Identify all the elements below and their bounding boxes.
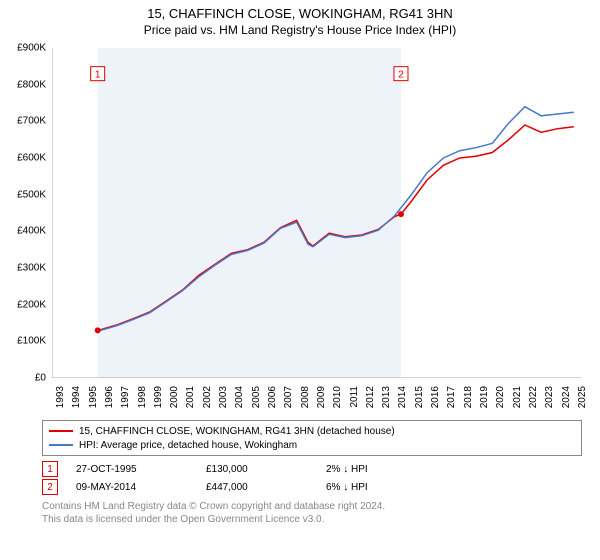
y-tick-label: £600K <box>17 153 46 164</box>
x-tick-label: 2022 <box>528 386 539 408</box>
x-tick-label: 1997 <box>120 386 131 408</box>
x-tick-label: 2024 <box>561 386 572 408</box>
x-tick-label: 2009 <box>316 386 327 408</box>
y-tick-label: £300K <box>17 263 46 274</box>
legend-item: 15, CHAFFINCH CLOSE, WOKINGHAM, RG41 3HN… <box>49 424 575 438</box>
y-tick-label: £100K <box>17 336 46 347</box>
legend: 15, CHAFFINCH CLOSE, WOKINGHAM, RG41 3HN… <box>42 420 582 456</box>
x-tick-label: 1998 <box>137 386 148 408</box>
x-tick-label: 2004 <box>234 386 245 408</box>
marker-badge: 1 <box>42 461 58 477</box>
y-tick-label: £200K <box>17 299 46 310</box>
x-tick-label: 2018 <box>463 386 474 408</box>
transaction-date: 27-OCT-1995 <box>76 464 206 475</box>
x-tick-label: 2002 <box>202 386 213 408</box>
transaction-row: 2 09-MAY-2014 £447,000 6% ↓ HPI <box>42 478 582 496</box>
x-tick-label: 2013 <box>381 386 392 408</box>
footer-line: Contains HM Land Registry data © Crown c… <box>42 500 582 513</box>
footer-line: This data is licensed under the Open Gov… <box>42 513 582 526</box>
x-tick-label: 2007 <box>283 386 294 408</box>
transaction-delta: 2% ↓ HPI <box>326 464 368 475</box>
y-tick-label: £800K <box>17 79 46 90</box>
chart-subtitle: Price paid vs. HM Land Registry's House … <box>0 23 600 37</box>
legend-swatch <box>49 430 73 432</box>
legend-swatch <box>49 444 73 446</box>
x-tick-label: 2016 <box>430 386 441 408</box>
y-tick-label: £0 <box>35 373 46 384</box>
x-tick-label: 2017 <box>446 386 457 408</box>
x-tick-label: 2011 <box>349 386 360 408</box>
title-block: 15, CHAFFINCH CLOSE, WOKINGHAM, RG41 3HN… <box>0 0 600 37</box>
legend-item: HPI: Average price, detached house, Woki… <box>49 438 575 452</box>
x-tick-label: 2010 <box>332 386 343 408</box>
x-tick-label: 2021 <box>512 386 523 408</box>
x-tick-label: 2003 <box>218 386 229 408</box>
x-tick-label: 1993 <box>55 386 66 408</box>
transaction-price: £447,000 <box>206 482 326 493</box>
legend-label: HPI: Average price, detached house, Woki… <box>79 440 297 451</box>
y-tick-label: £500K <box>17 189 46 200</box>
x-tick-label: 1994 <box>71 386 82 408</box>
svg-text:1: 1 <box>95 69 101 80</box>
x-tick-label: 2006 <box>267 386 278 408</box>
svg-text:2: 2 <box>398 69 404 80</box>
x-tick-label: 2012 <box>365 386 376 408</box>
transaction-row: 1 27-OCT-1995 £130,000 2% ↓ HPI <box>42 460 582 478</box>
x-tick-label: 2005 <box>251 386 262 408</box>
chart-svg: 12 <box>52 48 582 378</box>
legend-label: 15, CHAFFINCH CLOSE, WOKINGHAM, RG41 3HN… <box>79 426 395 437</box>
footer: Contains HM Land Registry data © Crown c… <box>42 500 582 526</box>
x-tick-label: 2001 <box>185 386 196 408</box>
x-tick-label: 2008 <box>300 386 311 408</box>
x-tick-label: 2023 <box>544 386 555 408</box>
x-tick-label: 2019 <box>479 386 490 408</box>
x-tick-label: 2020 <box>495 386 506 408</box>
x-tick-label: 2025 <box>577 386 588 408</box>
x-tick-label: 1996 <box>104 386 115 408</box>
x-tick-label: 2000 <box>169 386 180 408</box>
x-tick-label: 2014 <box>397 386 408 408</box>
x-tick-label: 2015 <box>414 386 425 408</box>
y-tick-label: £900K <box>17 43 46 54</box>
y-tick-label: £400K <box>17 226 46 237</box>
x-tick-label: 1995 <box>88 386 99 408</box>
marker-badge: 2 <box>42 479 58 495</box>
transaction-delta: 6% ↓ HPI <box>326 482 368 493</box>
y-axis-labels: £0£100K£200K£300K£400K£500K£600K£700K£80… <box>0 48 50 378</box>
x-axis-labels: 1993 1994 1995 1996 1997 1998 1999 2000 2001 2002… <box>52 382 582 422</box>
y-tick-label: £700K <box>17 116 46 127</box>
transaction-price: £130,000 <box>206 464 326 475</box>
x-tick-label: 1999 <box>153 386 164 408</box>
chart-plot-area: 12 <box>52 48 582 378</box>
transactions-block: 1 27-OCT-1995 £130,000 2% ↓ HPI 2 09-MAY… <box>42 460 582 496</box>
transaction-date: 09-MAY-2014 <box>76 482 206 493</box>
chart-title: 15, CHAFFINCH CLOSE, WOKINGHAM, RG41 3HN <box>0 6 600 21</box>
